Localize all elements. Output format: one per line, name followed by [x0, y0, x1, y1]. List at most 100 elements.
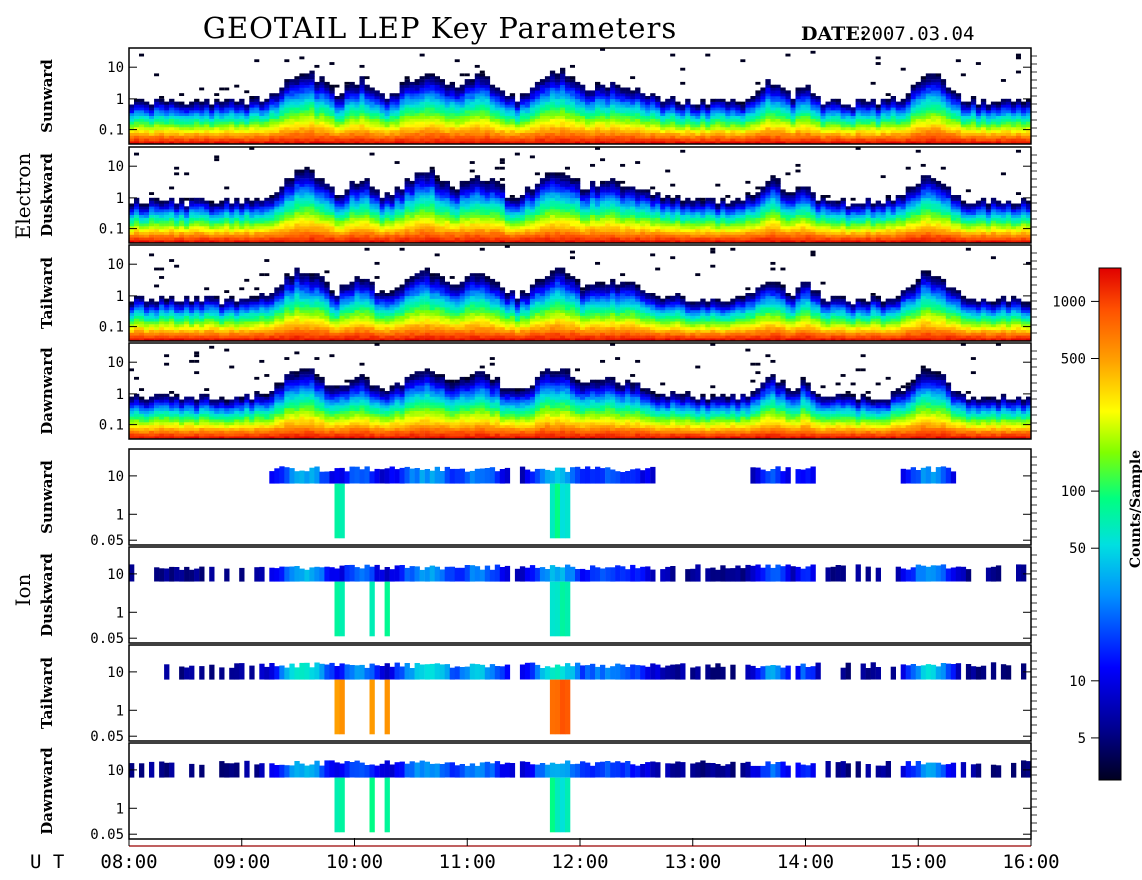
data-cell: [354, 228, 360, 232]
data-cell: [429, 129, 435, 133]
data-cell: [700, 124, 706, 128]
data-cell: [780, 101, 786, 105]
data-cell: [529, 135, 536, 139]
data-cell: [329, 141, 335, 145]
data-cell: [219, 240, 225, 244]
data-cell: [529, 240, 536, 244]
data-cell: [329, 101, 335, 105]
data-cell: [790, 104, 796, 108]
data-cell: [474, 135, 481, 139]
data-cell: [524, 135, 531, 139]
data-cell: [194, 118, 200, 122]
data-cell: [359, 217, 365, 221]
data-cell: [284, 200, 290, 204]
data-cell: [705, 141, 711, 145]
data-cell: [144, 209, 150, 213]
data-cell: [615, 138, 621, 142]
data-cell: [1016, 121, 1022, 125]
data-cell: [840, 115, 846, 119]
data-cell: [424, 118, 430, 122]
data-cell: [159, 135, 165, 139]
data-cell: [289, 112, 295, 116]
data-cell: [304, 132, 310, 136]
data-cell: [144, 127, 150, 131]
data-cell: [700, 115, 706, 119]
data-cell: [424, 211, 430, 215]
data-cell: [815, 121, 821, 125]
data-cell: [900, 101, 906, 105]
data-cell: [925, 96, 932, 100]
data-cell: [309, 90, 315, 94]
data-cell: [665, 107, 671, 111]
data-cell: [740, 107, 746, 111]
data-cell: [369, 200, 375, 204]
data-cell: [790, 138, 796, 142]
data-cell: [985, 127, 992, 131]
data-cell: [685, 141, 691, 145]
data-cell: [399, 115, 405, 119]
data-cell: [449, 234, 455, 238]
data-cell: [169, 132, 175, 136]
data-cell: [244, 220, 250, 224]
data-cell: [900, 118, 906, 122]
data-cell: [239, 107, 245, 111]
data-cell: [409, 118, 415, 122]
data-cell: [319, 90, 325, 94]
data-cell: [279, 226, 285, 230]
data-cell: [780, 118, 786, 122]
data-cell: [775, 93, 781, 97]
data-cell: [189, 127, 195, 131]
data-cell: [855, 132, 861, 136]
data-cell: [750, 141, 756, 145]
data-cell: [680, 107, 686, 111]
data-cell: [384, 104, 390, 108]
data-cell: [169, 135, 175, 139]
data-cell: [770, 129, 776, 133]
data-cell: [595, 132, 601, 136]
data-cell: [414, 200, 420, 204]
data-cell: [354, 135, 360, 139]
data-cell: [334, 197, 340, 201]
data-cell: [735, 135, 741, 139]
data-cell: [765, 138, 771, 142]
data-cell: [384, 135, 390, 139]
data-cell: [1026, 121, 1032, 125]
data-cell: [474, 175, 481, 179]
data-cell: [735, 127, 741, 131]
data-cell: [254, 127, 260, 131]
data-cell: [554, 90, 561, 94]
data-cell: [244, 115, 250, 119]
data-cell: [459, 101, 465, 105]
data-cell: [219, 124, 225, 128]
data-cell: [940, 127, 947, 131]
data-cell: [865, 115, 871, 119]
data-cell: [464, 240, 470, 244]
data-cell: [169, 127, 175, 131]
data-cell: [870, 132, 876, 136]
data-cell: [219, 220, 225, 224]
data-cell: [199, 104, 205, 108]
data-cell: [529, 110, 536, 114]
data-cell: [635, 124, 641, 128]
data-cell: [389, 101, 395, 105]
data-cell: [960, 121, 967, 125]
data-cell: [494, 121, 501, 125]
data-cell: [499, 206, 506, 210]
data-cell: [244, 127, 250, 131]
data-cell: [620, 127, 626, 131]
data-cell: [289, 211, 295, 215]
data-cell: [279, 98, 285, 102]
data-cell: [139, 104, 145, 108]
data-cell: [324, 132, 330, 136]
data-cell: [760, 135, 766, 139]
data-cell: [449, 186, 455, 190]
data-cell: [519, 223, 526, 227]
data-cell: [1021, 110, 1027, 114]
data-cell: [955, 96, 962, 100]
data-cell: [394, 211, 400, 215]
data-cell: [695, 141, 701, 145]
data-cell: [234, 240, 240, 244]
data-cell: [685, 101, 691, 105]
data-cell: [524, 118, 531, 122]
data-cell: [444, 223, 450, 227]
